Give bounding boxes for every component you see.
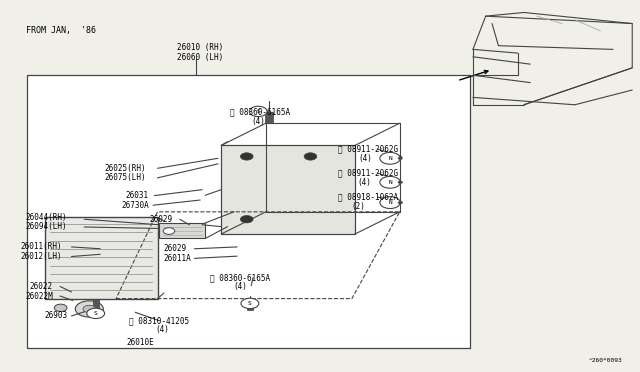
Bar <box>246 301 253 310</box>
Text: 26903: 26903 <box>45 311 68 320</box>
Text: 26044(RH): 26044(RH) <box>26 213 67 222</box>
Circle shape <box>54 304 67 311</box>
Text: 26075(LH): 26075(LH) <box>104 173 147 182</box>
Text: FROM JAN,  '86: FROM JAN, '86 <box>26 26 95 35</box>
Text: 26011(RH): 26011(RH) <box>20 243 62 251</box>
Circle shape <box>397 201 403 204</box>
Text: 26060 (LH): 26060 (LH) <box>177 53 223 62</box>
Circle shape <box>397 181 403 184</box>
Text: 26012(LH): 26012(LH) <box>20 252 62 261</box>
Text: 26029: 26029 <box>149 215 172 224</box>
Text: (4): (4) <box>358 154 372 163</box>
Circle shape <box>249 106 267 116</box>
Text: N: N <box>388 200 392 205</box>
Text: 26029: 26029 <box>164 244 187 253</box>
Text: S: S <box>94 311 97 316</box>
Bar <box>45 217 157 299</box>
Circle shape <box>76 301 103 317</box>
Bar <box>93 299 99 310</box>
Text: (4): (4) <box>234 282 247 291</box>
Circle shape <box>241 298 259 309</box>
Text: N: N <box>388 156 392 161</box>
Text: Ⓢ 08360-6165A: Ⓢ 08360-6165A <box>211 273 271 282</box>
Text: 26010E: 26010E <box>126 339 154 347</box>
Text: 26022: 26022 <box>29 282 52 291</box>
Text: 26094(LH): 26094(LH) <box>26 222 67 231</box>
Text: 26025(RH): 26025(RH) <box>104 164 147 173</box>
Text: (4): (4) <box>252 116 266 125</box>
Circle shape <box>83 305 96 312</box>
Circle shape <box>380 197 400 209</box>
Bar <box>159 223 205 238</box>
Circle shape <box>380 176 400 188</box>
Text: Ⓢ 08360-6165A: Ⓢ 08360-6165A <box>230 108 290 117</box>
Circle shape <box>241 215 253 223</box>
Text: Ⓝ 08911-2062G: Ⓝ 08911-2062G <box>338 145 398 154</box>
Text: (4): (4) <box>156 326 170 334</box>
Text: ^260*0093: ^260*0093 <box>589 358 623 363</box>
Circle shape <box>241 153 253 160</box>
Text: S: S <box>256 109 260 114</box>
Text: 26022M: 26022M <box>26 292 53 301</box>
Text: (4): (4) <box>357 178 371 187</box>
Text: Ⓢ 08310-41205: Ⓢ 08310-41205 <box>129 316 189 325</box>
Text: 26011A: 26011A <box>164 254 191 263</box>
Circle shape <box>163 228 175 234</box>
Bar <box>221 145 355 234</box>
Bar <box>265 112 273 123</box>
Bar <box>27 75 470 349</box>
Text: 26730A: 26730A <box>121 201 149 210</box>
Text: S: S <box>248 301 252 306</box>
Text: (2): (2) <box>352 202 365 211</box>
Text: 26031: 26031 <box>125 191 148 200</box>
Circle shape <box>87 308 104 318</box>
Text: 26010 (RH): 26010 (RH) <box>177 43 223 52</box>
Text: Ⓝ 08911-2062G: Ⓝ 08911-2062G <box>338 169 398 177</box>
Circle shape <box>304 153 317 160</box>
Text: Ⓝ 08918-1062A: Ⓝ 08918-1062A <box>338 193 398 202</box>
Circle shape <box>397 157 403 160</box>
Text: N: N <box>388 180 392 185</box>
Circle shape <box>380 153 400 164</box>
